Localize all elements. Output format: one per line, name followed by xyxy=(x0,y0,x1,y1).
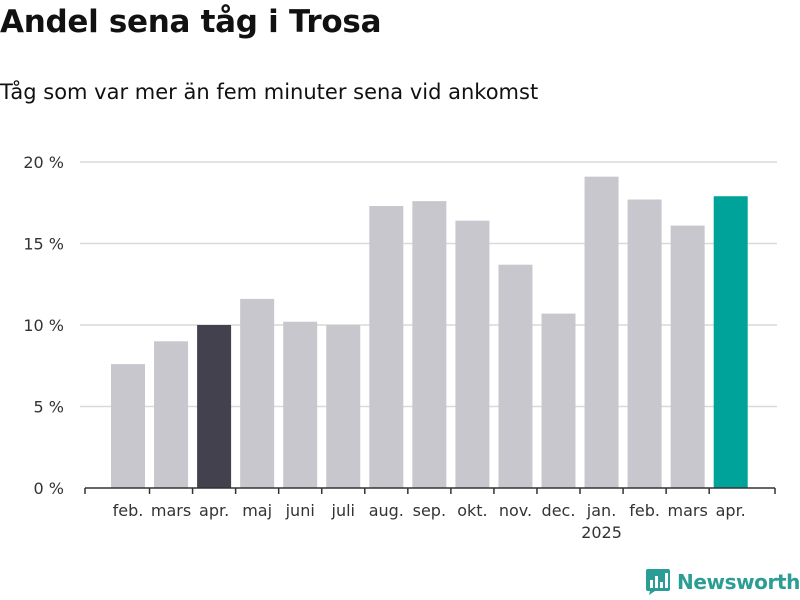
bar xyxy=(670,225,705,488)
x-tick-label: sep. xyxy=(413,501,446,520)
x-tick-label: okt. xyxy=(457,501,487,520)
bar xyxy=(369,206,404,488)
x-tick-label: juli xyxy=(331,501,355,520)
x-tick-label: dec. xyxy=(542,501,576,520)
bar xyxy=(541,313,576,488)
y-tick-label: 10 % xyxy=(23,316,64,335)
bar-chart-logo-icon xyxy=(646,569,670,595)
y-tick-label: 15 % xyxy=(23,235,64,254)
bar xyxy=(326,325,361,488)
x-tick-label: apr. xyxy=(199,501,229,520)
y-tick-label: 5 % xyxy=(34,398,64,417)
bar xyxy=(283,321,318,488)
x-year-label: 2025 xyxy=(581,523,622,542)
chart-subtitle: Tåg som var mer än fem minuter sena vid … xyxy=(0,80,539,104)
bar xyxy=(197,325,232,488)
chart-title: Andel sena tåg i Trosa xyxy=(0,4,382,40)
brand-logo: Newsworthy xyxy=(645,568,800,596)
bar-chart: 0 % 5 % 10 % 15 % 20 % feb. mars apr. maj juni jul… xyxy=(23,153,777,542)
x-tick-label: feb. xyxy=(629,501,660,520)
y-tick-label: 0 % xyxy=(34,479,64,498)
brand-name: Newsworthy xyxy=(677,570,800,594)
x-tick-label: juni xyxy=(285,501,315,520)
y-tick-label: 20 % xyxy=(23,153,64,172)
x-tick-label: maj xyxy=(242,501,272,520)
bar xyxy=(627,199,662,489)
bar xyxy=(111,364,145,488)
x-tick-label: nov. xyxy=(499,501,532,520)
bar xyxy=(240,298,275,488)
bar xyxy=(498,264,533,488)
x-tick-label: apr. xyxy=(716,501,746,520)
x-tick-label: jan. xyxy=(586,501,616,520)
x-tick-label: mars xyxy=(151,501,191,520)
bar xyxy=(154,341,189,488)
bar xyxy=(455,220,490,488)
x-tick-label: feb. xyxy=(113,501,144,520)
bar xyxy=(584,176,619,489)
bar xyxy=(412,201,447,488)
bar xyxy=(713,196,748,489)
x-tick-label: aug. xyxy=(369,501,404,520)
x-tick-label: mars xyxy=(667,501,707,520)
